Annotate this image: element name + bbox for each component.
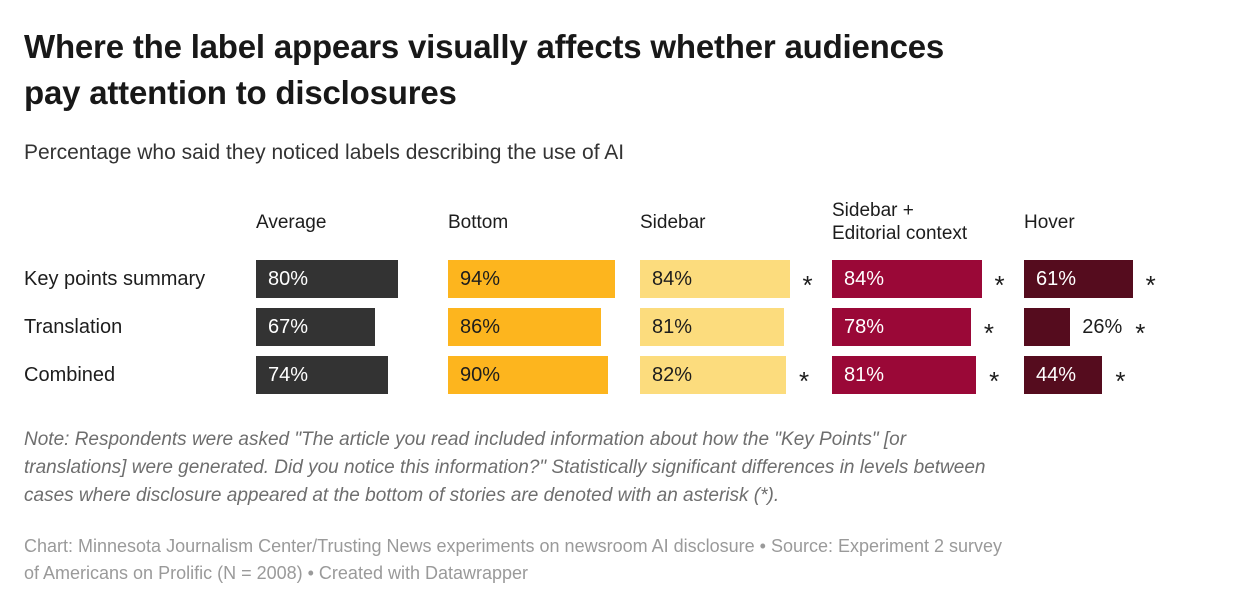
bar-cell: 84% * (640, 260, 832, 298)
column-header-row: Average Bottom Sidebar Sidebar + Editorial … (24, 197, 1216, 247)
bar-cell: 86% (448, 308, 640, 346)
bar-value-label: 81% (844, 363, 885, 386)
significance-asterisk: * (1145, 270, 1156, 300)
bar-translation-average: 67% (256, 308, 376, 346)
bar-value-label: 67% (268, 315, 309, 338)
chart-title: Where the label appears visually affects… (24, 28, 945, 111)
bar-combined-average: 74% (256, 356, 388, 394)
grouped-bar-chart: Average Bottom Sidebar Sidebar + Editorial … (24, 197, 1216, 394)
bar-cell: 82% * (640, 356, 832, 394)
column-header-average: Average (256, 211, 327, 233)
bar-translation-sidebar-editorial-context: 78% (832, 308, 971, 346)
bar-value-label: 86% (460, 315, 501, 338)
bar-value-label: 80% (268, 267, 309, 290)
bar-value-label: 94% (460, 267, 501, 290)
chart-note: Note: Respondents were asked "The articl… (24, 429, 986, 506)
chart-subtitle: Percentage who said they noticed labels … (24, 141, 625, 164)
bar-value-label: 84% (844, 267, 885, 290)
chart-row-combined: Combined 74% 90% 82% * 81% * 44% * (24, 356, 1216, 394)
bar-value-label: 81% (652, 315, 693, 338)
bar-cell: 74% (256, 356, 448, 394)
bar-value-label: 78% (844, 315, 885, 338)
bar-translation-hover (1024, 308, 1071, 346)
column-header-hover: Hover (1024, 211, 1075, 233)
bar-value-label: 26% (1082, 315, 1123, 338)
significance-asterisk: * (1115, 366, 1126, 396)
bar-cell: 94% (448, 260, 640, 298)
row-label-combined: Combined (24, 363, 116, 386)
bar-key-points-summary-average: 80% (256, 260, 399, 298)
bar-key-points-summary-sidebar: 84% (640, 260, 790, 298)
bar-translation-sidebar: 81% (640, 308, 785, 346)
chart-row-translation: Translation 67% 86% 81% 78% * 26% * (24, 308, 1216, 346)
bar-cell: 78% * (832, 308, 1024, 346)
bar-key-points-summary-bottom: 94% (448, 260, 616, 298)
bar-value-label: 44% (1036, 363, 1077, 386)
bar-cell: 44% * (1024, 356, 1216, 394)
bar-key-points-summary-sidebar-editorial-context: 84% (832, 260, 982, 298)
bar-combined-hover: 44% (1024, 356, 1103, 394)
column-header-bottom: Bottom (448, 211, 509, 233)
row-label-key-points-summary: Key points summary (24, 267, 206, 290)
bar-value-label: 74% (268, 363, 309, 386)
bar-cell: 81% * (832, 356, 1024, 394)
bar-cell: 26% * (1024, 308, 1216, 346)
significance-asterisk: * (798, 366, 810, 396)
bar-cell: 90% (448, 356, 640, 394)
bar-cell: 67% (256, 308, 448, 346)
bar-cell: 80% (256, 260, 448, 298)
significance-asterisk: * (802, 270, 813, 300)
column-header-sidebar: Sidebar (640, 211, 706, 233)
bar-value-label: 90% (460, 363, 501, 386)
bar-combined-sidebar: 82% (640, 356, 786, 394)
bar-cell: 84% * (832, 260, 1024, 298)
row-label-translation: Translation (24, 315, 123, 338)
bar-cell: 81% (640, 308, 832, 346)
bar-cell: 61% * (1024, 260, 1216, 298)
chart-byline: Chart: Minnesota Journalism Center/Trust… (24, 536, 1003, 583)
significance-asterisk: * (1135, 318, 1146, 348)
bar-translation-bottom: 86% (448, 308, 602, 346)
bar-value-label: 82% (652, 363, 693, 386)
bar-combined-bottom: 90% (448, 356, 609, 394)
chart-row-key-points-summary: Key points summary 80% 94% 84% * 84% * 61% * (24, 260, 1216, 298)
significance-asterisk: * (983, 318, 994, 348)
chart-canvas: Where the label appears visually affects… (24, 28, 1216, 583)
bar-combined-sidebar-editorial-context: 81% (832, 356, 977, 394)
bar-value-label: 61% (1036, 267, 1077, 290)
bar-value-label: 84% (652, 267, 693, 290)
bar-key-points-summary-hover: 61% (1024, 260, 1133, 298)
significance-asterisk: * (994, 270, 1005, 300)
significance-asterisk: * (989, 366, 1000, 396)
chart-body: Key points summary 80% 94% 84% * 84% * 61% * Tran… (24, 260, 1216, 394)
column-header-sidebar-editorial-context: Sidebar + Editorial context (832, 200, 968, 244)
